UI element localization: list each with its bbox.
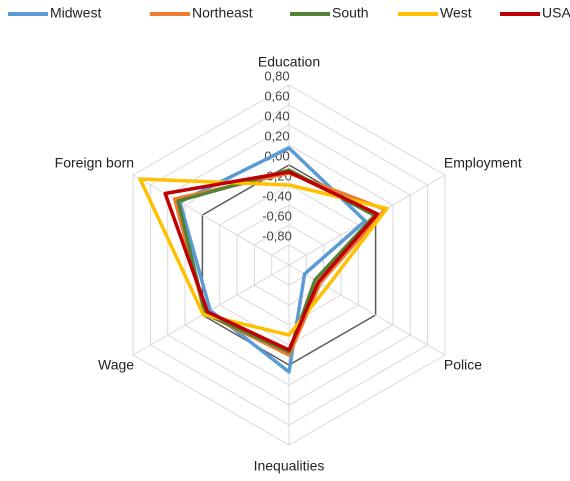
category-label: Education <box>258 54 320 70</box>
tick-label: 0,20 <box>264 128 289 143</box>
category-label: Wage <box>98 357 134 373</box>
tick-label: 0,40 <box>264 108 289 123</box>
series-line <box>163 170 380 352</box>
category-label: Inequalities <box>254 458 325 474</box>
tick-label: 0,80 <box>264 68 289 83</box>
legend-label: South <box>332 5 369 21</box>
series-line <box>138 177 389 337</box>
category-label: Foreign born <box>55 155 134 171</box>
spoke <box>132 174 290 266</box>
category-label: Employment <box>444 155 522 171</box>
category-label: Police <box>444 357 482 373</box>
tick-label: -0,80 <box>262 228 292 243</box>
tick-label: 0,60 <box>264 88 289 103</box>
legend-label: Midwest <box>50 5 101 21</box>
spoke <box>288 174 446 266</box>
legend-label: Northeast <box>192 5 253 21</box>
tick-label: -0,60 <box>262 208 292 223</box>
tick-label: -0,40 <box>262 188 292 203</box>
legend-label: USA <box>542 5 570 21</box>
spoke <box>288 264 446 356</box>
legend-label: West <box>440 5 472 21</box>
